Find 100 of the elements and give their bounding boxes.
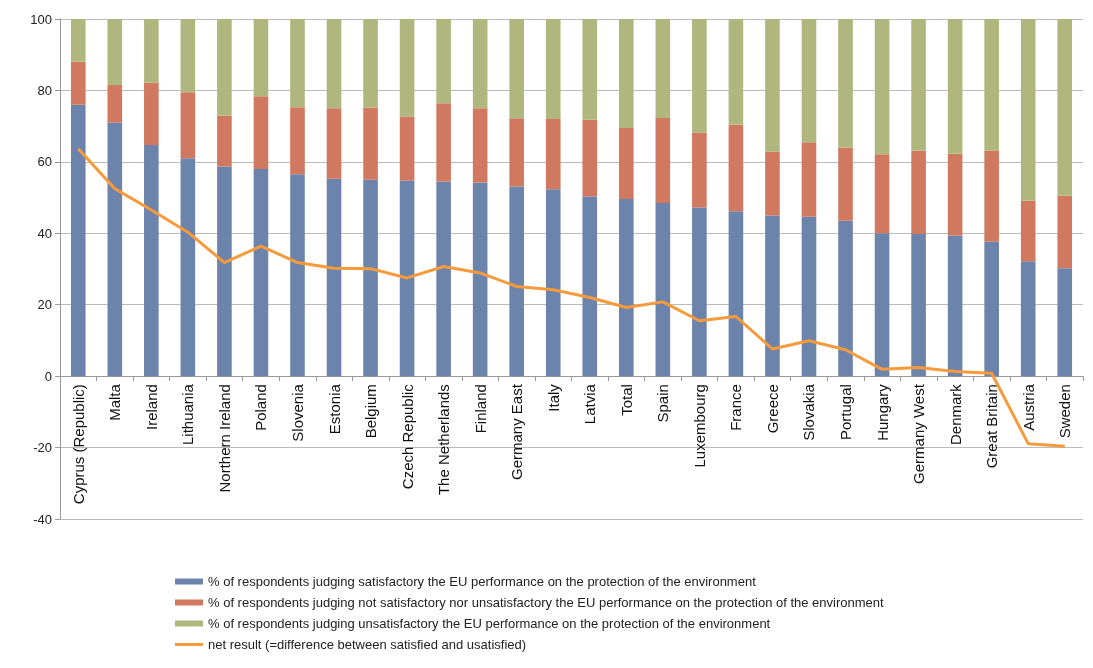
bar (874, 19, 890, 155)
x-tick-label: Hungary (873, 383, 891, 441)
bar (326, 178, 342, 377)
bar (1057, 195, 1073, 269)
y-tick-label: 100 (30, 11, 52, 27)
y-tick-label: 0 (44, 368, 52, 384)
bar (1020, 19, 1036, 201)
bar (801, 19, 817, 143)
legend-label: net result (=difference between satisfied and usatisfied) (208, 637, 527, 652)
x-tick-label: Ireland (142, 384, 160, 431)
bar (619, 19, 634, 128)
x-tick-label: Total (617, 384, 635, 416)
bar (436, 181, 451, 377)
x-tick-label: Belgium (362, 384, 380, 439)
y-tick-label: 20 (37, 297, 52, 313)
x-tick-label: Great Britain (983, 384, 1001, 469)
x-tick-label: Germany East (508, 383, 526, 481)
bar (1057, 268, 1073, 377)
bar (582, 19, 598, 120)
bar (399, 19, 415, 117)
x-tick-label: Latvia (581, 383, 599, 425)
x-tick-label: Slovenia (288, 383, 306, 442)
bar (619, 127, 634, 199)
bar (472, 108, 488, 183)
x-tick-label: Northern Ireland (215, 384, 233, 493)
bar (765, 19, 780, 152)
bar (911, 234, 926, 377)
bar (655, 117, 671, 203)
bar (655, 19, 671, 118)
y-tick-label: -20 (33, 440, 52, 456)
bar (692, 207, 707, 377)
bar (253, 19, 269, 97)
x-tick-label: Slovakia (800, 383, 818, 441)
bar (984, 150, 999, 242)
bar (217, 19, 232, 116)
bar (545, 119, 561, 190)
bar (947, 19, 963, 154)
bar (399, 180, 415, 377)
bar (728, 211, 744, 377)
bar (144, 82, 159, 146)
bar (70, 104, 86, 377)
bar (801, 142, 817, 217)
x-tick-label: Czech Republic (398, 383, 416, 490)
y-tick-label: 40 (37, 225, 52, 241)
x-tick-label: Malta (106, 383, 124, 421)
bar (984, 19, 999, 151)
bar (107, 19, 123, 86)
legend-label: % of respondents judging not satisfactory nor unsatisfactory the EU performance on the protection of the environment (208, 595, 885, 610)
x-tick-label: Greece (763, 384, 781, 434)
bar (545, 19, 561, 119)
bar (619, 199, 634, 377)
y-tick-label: 80 (37, 82, 52, 98)
bar (472, 182, 488, 377)
x-tick-label: Finland (471, 384, 489, 434)
bar (728, 19, 744, 125)
x-tick-label: Poland (252, 384, 270, 431)
bar (765, 151, 780, 216)
bar (947, 153, 963, 236)
bar (692, 132, 707, 208)
bar (692, 19, 707, 133)
bar (838, 147, 853, 221)
bar (363, 179, 378, 377)
bar (290, 19, 305, 108)
bar (436, 19, 451, 104)
bar (70, 61, 86, 105)
x-tick-label: Lithuania (179, 383, 197, 446)
bar (509, 19, 524, 119)
bar (765, 215, 780, 377)
bar (838, 19, 853, 148)
x-tick-label: Portugal (837, 384, 855, 441)
bar (326, 19, 342, 109)
x-tick-label: France (727, 384, 745, 431)
x-tick-label: Luxembourg (690, 384, 708, 468)
bar (545, 189, 561, 377)
x-tick-label: Sweden (1056, 384, 1074, 439)
bar (290, 174, 305, 377)
bar (984, 241, 999, 377)
x-tick-label: Spain (654, 384, 672, 423)
bar (947, 235, 963, 377)
bar (217, 166, 232, 377)
bar (144, 19, 159, 83)
bar (217, 115, 232, 167)
x-tick-label: Denmark (946, 383, 964, 445)
x-tick-label: Italy (544, 383, 562, 412)
bar (874, 154, 890, 234)
bar (70, 19, 86, 62)
bar (801, 216, 817, 377)
x-tick-label: The Netherlands (435, 384, 453, 496)
bar (838, 220, 853, 377)
bar (436, 103, 451, 182)
legend-label: % of respondents judging satisfactory the EU performance on the protection of the environment (208, 574, 757, 589)
bar (1057, 19, 1073, 196)
bar (253, 169, 269, 377)
bar (874, 233, 890, 377)
bar (363, 19, 378, 108)
bar (363, 107, 378, 180)
bar (107, 85, 123, 123)
bar (107, 122, 123, 377)
bar (582, 196, 598, 377)
bar (509, 118, 524, 187)
